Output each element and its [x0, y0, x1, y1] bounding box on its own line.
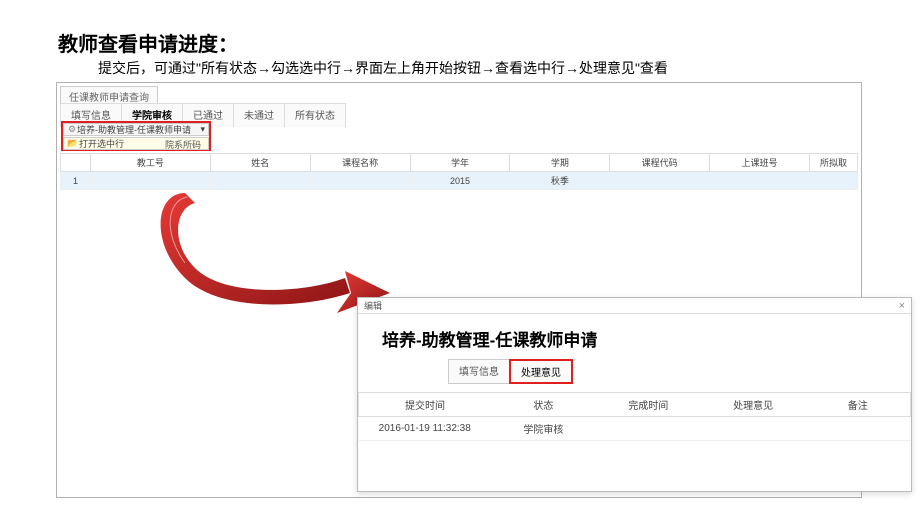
cell-select [809, 172, 857, 190]
folder-icon: 📂 [67, 138, 77, 149]
pcol-opinion: 处理意见 [701, 393, 806, 417]
col-name: 姓名 [210, 154, 310, 172]
cell-course-code [610, 172, 710, 190]
pcol-submit-time: 提交时间 [359, 393, 491, 417]
dropdown-label: 培养-助教管理-任课教师申请 [77, 123, 191, 136]
main-table-header-row: 教工号 姓名 课程名称 学年 学期 课程代码 上课班号 所拟取 [61, 154, 858, 172]
cell-index: 1 [61, 172, 91, 190]
pcell-status: 学院审核 [491, 417, 596, 441]
col-index [61, 154, 91, 172]
popup-tab-opinion[interactable]: 处理意见 [509, 359, 573, 384]
chevron-down-icon: ▾ [200, 124, 208, 135]
popup-title: 培养-助教管理-任课教师申请 [358, 314, 911, 359]
col-select: 所拟取 [809, 154, 857, 172]
popup-tabs: 填写信息 处理意见 [448, 359, 911, 384]
page-title: 教师查看申请进度： [58, 28, 238, 57]
pcell-remark [806, 417, 911, 441]
pcol-complete-time: 完成时间 [596, 393, 701, 417]
col-course-name: 课程名称 [310, 154, 410, 172]
popup-header: 编辑 × [358, 298, 911, 314]
col-term: 学期 [510, 154, 610, 172]
pcell-complete-time [596, 417, 701, 441]
tab-all-status[interactable]: 所有状态 [284, 103, 346, 127]
cell-year: 2015 [410, 172, 510, 190]
pcol-remark: 备注 [806, 393, 911, 417]
pcell-opinion [701, 417, 806, 441]
action-dropdown[interactable]: ⚙ 培养-助教管理-任课教师申请 ▾ [63, 123, 209, 136]
cell-class-id [710, 172, 810, 190]
detail-popup: 编辑 × 培养-助教管理-任课教师申请 填写信息 处理意见 提交时间 状态 完成… [357, 297, 912, 492]
popup-tab-fill-info[interactable]: 填写信息 [448, 359, 510, 384]
gear-icon: ⚙ [67, 124, 77, 135]
pcol-status: 状态 [491, 393, 596, 417]
popup-table-header-row: 提交时间 状态 完成时间 处理意见 备注 [359, 393, 911, 417]
col-class-id: 上课班号 [710, 154, 810, 172]
cell-term: 秋季 [510, 172, 610, 190]
tab-not-passed[interactable]: 未通过 [233, 103, 285, 127]
open-selected-label: 打开选中行 [79, 137, 124, 150]
popup-header-label: 编辑 [364, 299, 382, 312]
col-year: 学年 [410, 154, 510, 172]
col-course-code: 课程代码 [610, 154, 710, 172]
app-frame: 任课教师申请查询 填写信息 学院审核 已通过 未通过 所有状态 ⚙ 培养-助教管… [56, 82, 862, 498]
pcell-submit-time: 2016-01-19 11:32:38 [359, 417, 491, 441]
close-icon[interactable]: × [899, 300, 905, 312]
popup-table-row[interactable]: 2016-01-19 11:32:38 学院审核 [359, 417, 911, 441]
popup-table: 提交时间 状态 完成时间 处理意见 备注 2016-01-19 11:32:38… [358, 392, 911, 441]
secondary-header-label: 院系所码 [165, 138, 201, 151]
col-staff-id: 教工号 [90, 154, 210, 172]
page-subtitle: 提交后，可通过"所有状态→勾选选中行→界面左上角开始按钮→查看选中行→处理意见"… [98, 58, 668, 78]
